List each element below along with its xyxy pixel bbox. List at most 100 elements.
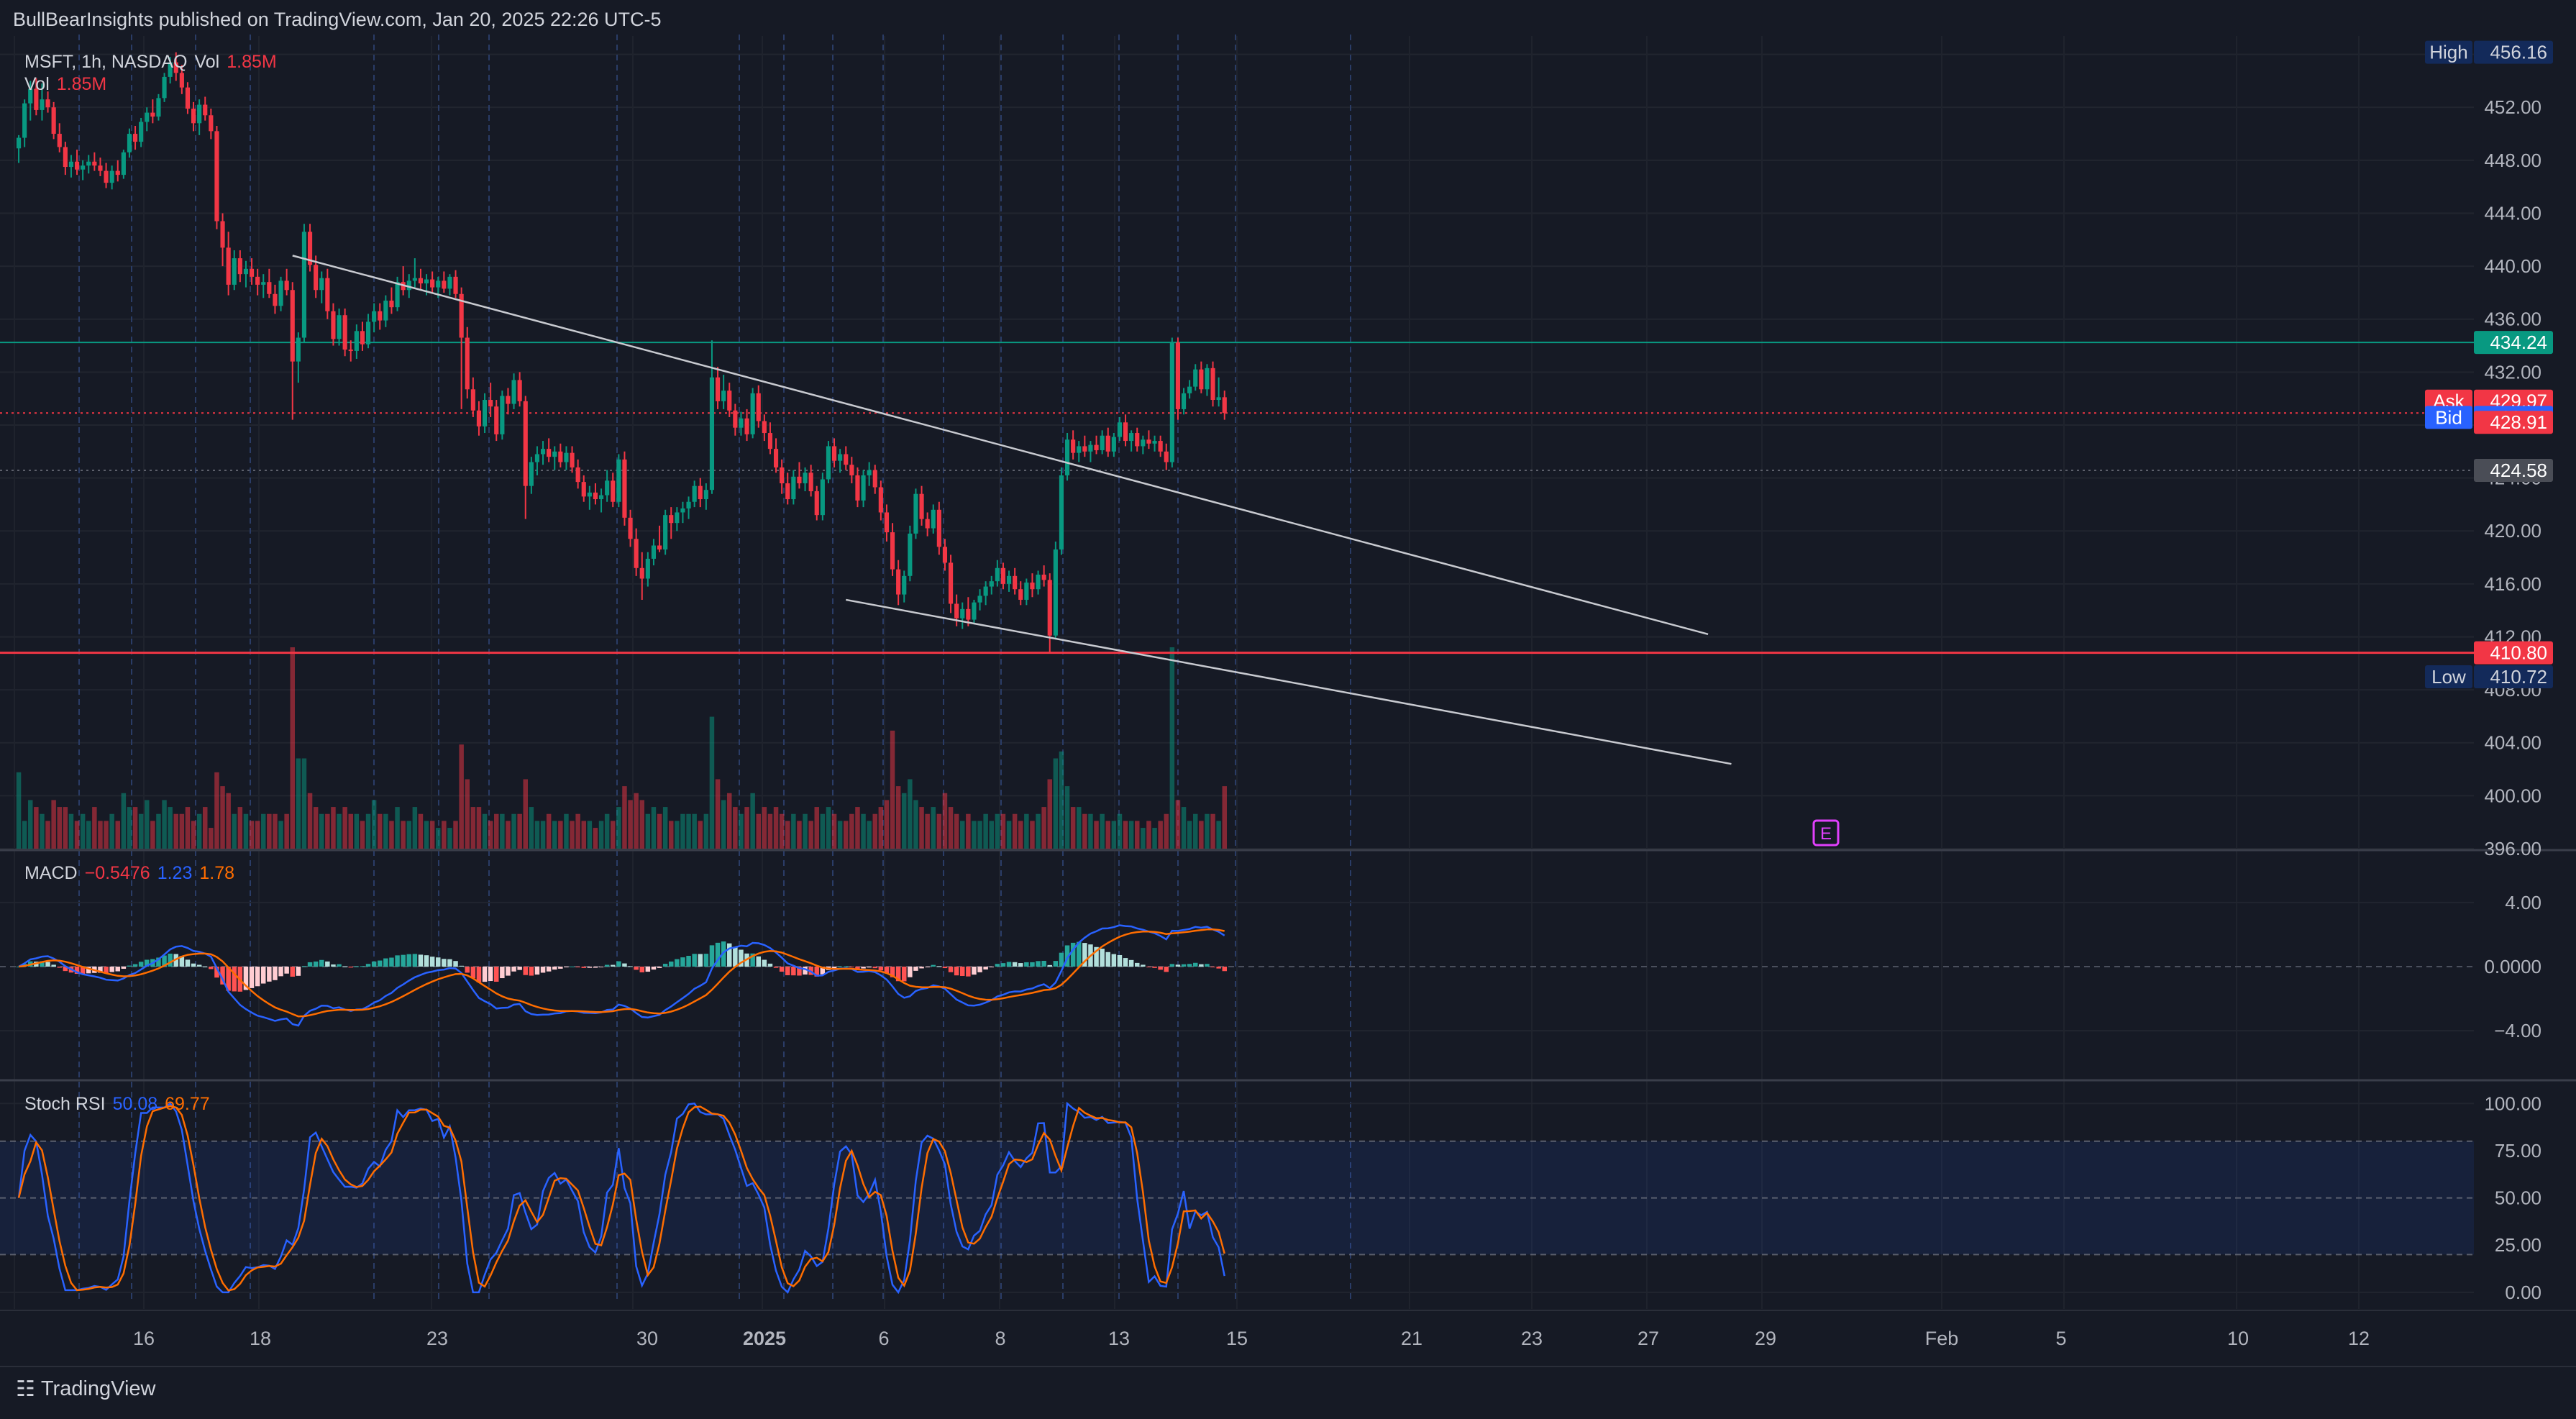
volume-bar	[1210, 813, 1215, 849]
candle-body	[1216, 397, 1221, 401]
macd-histogram-bar	[983, 967, 988, 969]
macd-histogram-bar	[121, 967, 127, 969]
volume-bar	[878, 807, 884, 849]
volume-bar	[581, 821, 586, 849]
macd-histogram-bar	[1018, 963, 1023, 967]
macd-histogram-bar	[529, 967, 534, 976]
candle-body	[1210, 368, 1215, 401]
macd-histogram-bar	[232, 967, 237, 992]
volume-bar	[80, 813, 86, 849]
candle-body	[86, 161, 91, 166]
candle-body	[1030, 583, 1035, 590]
macd-histogram-bar	[657, 967, 662, 968]
macd-histogram-bar	[307, 962, 313, 967]
candle-body	[447, 276, 452, 289]
macd-tick-label: 0.0000	[2484, 956, 2541, 977]
time-tick-label: 15	[1226, 1328, 1248, 1349]
stoch-label[interactable]: Stoch RSI	[24, 1094, 106, 1114]
volume-bar	[121, 793, 127, 849]
volume-bar	[331, 807, 336, 849]
volume-bar	[558, 821, 563, 849]
volume-bar	[278, 821, 283, 849]
macd-histogram-bar	[902, 967, 907, 982]
publisher-header: BullBearInsights published on TradingVie…	[13, 9, 662, 30]
candle-body	[872, 470, 877, 488]
volume-bar	[138, 813, 144, 849]
volume-bar	[389, 821, 394, 849]
candle-body	[354, 331, 359, 351]
volume-bar	[954, 813, 959, 849]
candle-body	[307, 232, 313, 265]
candle-body	[273, 293, 278, 306]
candle-body	[1036, 574, 1041, 590]
volume-bar	[1141, 828, 1146, 849]
volume-bar	[1100, 813, 1105, 849]
macd-histogram-bar	[727, 943, 732, 967]
volume-bar	[1123, 821, 1128, 849]
candle-body	[325, 278, 330, 311]
candle-body	[1006, 575, 1012, 584]
tradingview-brand[interactable]: ☷ TradingView	[16, 1377, 156, 1402]
candle-body	[1146, 439, 1151, 444]
volume-bar	[651, 807, 657, 849]
candle-body	[896, 569, 901, 595]
macd-histogram-bar	[296, 967, 301, 976]
volume-bar	[1205, 813, 1210, 849]
volume-bar	[849, 813, 854, 849]
time-tick-label: 18	[250, 1328, 271, 1349]
macd-histogram-bar	[977, 967, 982, 972]
macd-histogram-bar	[523, 967, 528, 975]
macd-histogram-bar	[767, 963, 773, 967]
last-value: 434.24	[2490, 332, 2547, 353]
candle-body	[709, 377, 715, 491]
candle-body	[470, 389, 475, 411]
volume-bar	[942, 793, 948, 849]
macd-histogram-bar	[179, 956, 185, 967]
candle-body	[40, 99, 45, 110]
macd-histogram-bar	[972, 967, 977, 975]
macd-histogram-bar	[931, 964, 936, 967]
support-value: 410.80	[2490, 642, 2547, 664]
macd-line	[18, 924, 1225, 1027]
volume-bar	[162, 800, 167, 849]
macd-histogram-bar	[383, 958, 388, 967]
volume-bar	[983, 813, 988, 849]
macd-histogram-bar	[756, 956, 761, 967]
volume-bar	[261, 813, 266, 849]
candle-body	[1181, 393, 1187, 409]
macd-histogram-bar	[325, 961, 330, 967]
volume-bar	[913, 800, 918, 849]
volume-bar	[365, 813, 371, 849]
volume-bar	[797, 821, 802, 849]
macd-histogram-bar	[249, 967, 255, 988]
macd-histogram-bar	[634, 967, 639, 970]
volume-bar	[1059, 751, 1064, 849]
price-tick-label: 400.00	[2484, 785, 2541, 806]
macd-histogram-bar	[1123, 958, 1128, 967]
candle-body	[348, 350, 353, 352]
macd-histogram-bar	[995, 964, 1000, 967]
macd-histogram-bar	[1128, 959, 1134, 967]
macd-histogram-bar	[960, 967, 965, 977]
low-badge	[2474, 665, 2553, 689]
volume-bar	[948, 807, 954, 849]
macd-histogram-bar	[750, 953, 755, 967]
macd-histogram-bar	[220, 967, 225, 985]
macd-label[interactable]: MACD	[24, 863, 78, 883]
symbol-label[interactable]: MSFT, 1h, NASDAQ	[24, 52, 188, 72]
volume-bar	[698, 821, 703, 849]
macd-histogram-bar	[255, 967, 260, 987]
volume-bar	[995, 813, 1000, 849]
macd-histogram-bar	[127, 965, 132, 967]
volume-bar	[872, 813, 877, 849]
volume-bar	[703, 813, 709, 849]
macd-histogram-bar	[1205, 964, 1210, 967]
volume-bar	[301, 758, 307, 849]
macd-histogram-bar	[1082, 943, 1087, 967]
macd-histogram-bar	[651, 967, 657, 970]
macd-histogram-bar	[680, 957, 685, 967]
macd-histogram-bar	[424, 955, 429, 967]
volume-bar	[529, 807, 534, 849]
